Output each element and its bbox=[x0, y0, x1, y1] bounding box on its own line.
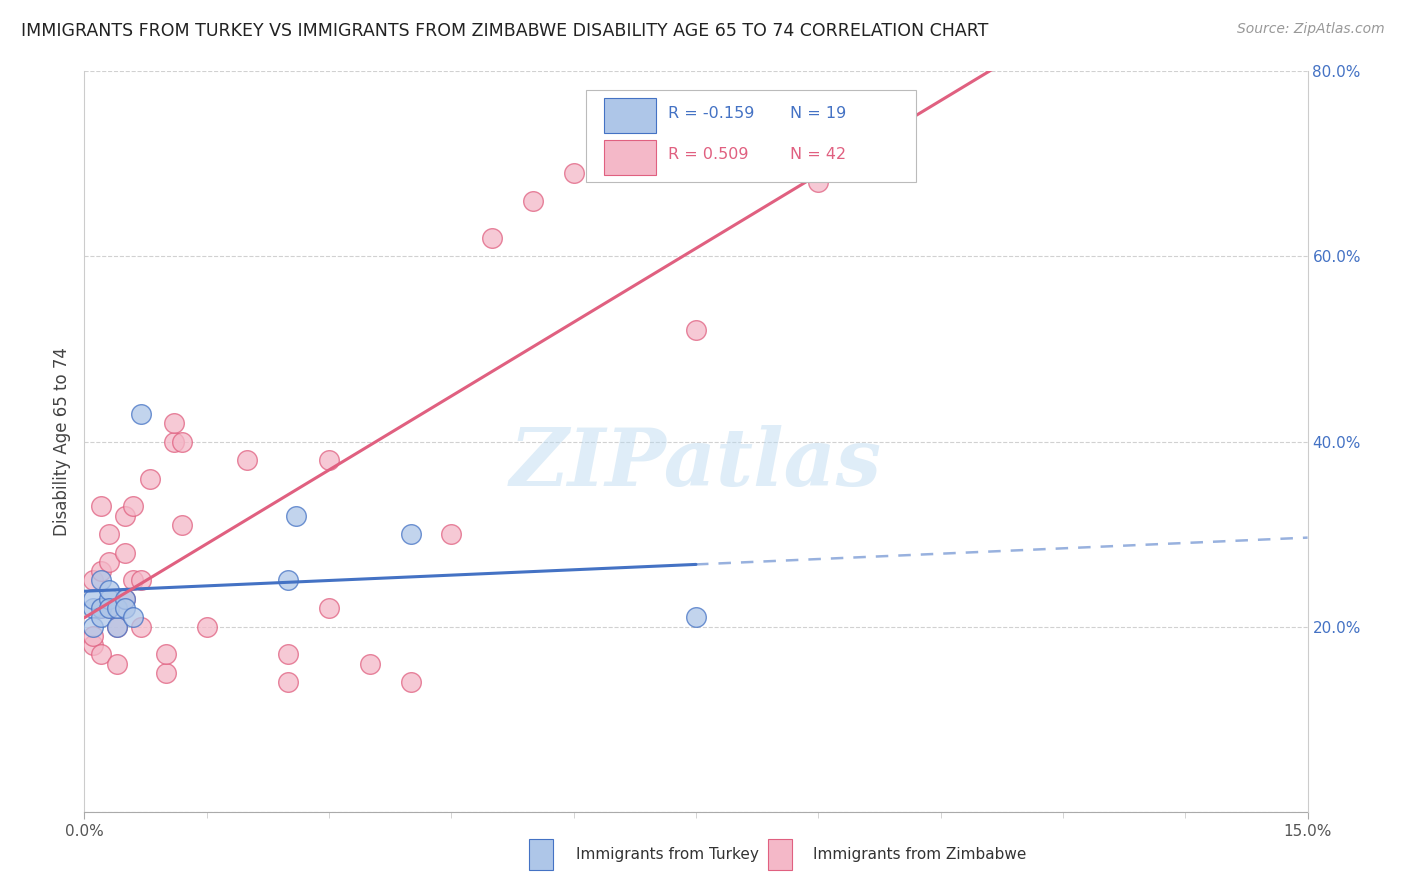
Point bbox=[122, 610, 145, 624]
Point bbox=[138, 472, 160, 486]
Point bbox=[82, 601, 104, 615]
Point bbox=[122, 574, 145, 588]
Point bbox=[603, 157, 626, 171]
Text: IMMIGRANTS FROM TURKEY VS IMMIGRANTS FROM ZIMBABWE DISABILITY AGE 65 TO 74 CORRE: IMMIGRANTS FROM TURKEY VS IMMIGRANTS FRO… bbox=[21, 22, 988, 40]
Point bbox=[82, 638, 104, 652]
Text: N = 19: N = 19 bbox=[790, 105, 846, 120]
Point bbox=[90, 601, 112, 615]
Point bbox=[114, 591, 136, 606]
Point bbox=[105, 657, 128, 671]
Point bbox=[114, 601, 136, 615]
Point bbox=[131, 619, 153, 633]
Point bbox=[277, 574, 299, 588]
Point bbox=[562, 166, 585, 180]
Point bbox=[481, 231, 503, 245]
Point bbox=[105, 619, 128, 633]
Text: Source: ZipAtlas.com: Source: ZipAtlas.com bbox=[1237, 22, 1385, 37]
FancyBboxPatch shape bbox=[605, 98, 655, 134]
Point bbox=[97, 601, 120, 615]
Point bbox=[195, 619, 218, 633]
Point bbox=[105, 619, 128, 633]
Point bbox=[90, 601, 112, 615]
Point bbox=[172, 434, 194, 449]
Point bbox=[522, 194, 544, 208]
Point bbox=[82, 574, 104, 588]
Point bbox=[163, 416, 186, 430]
Text: ZIPatlas: ZIPatlas bbox=[510, 425, 882, 502]
Point bbox=[114, 591, 136, 606]
Point bbox=[399, 527, 422, 541]
Point bbox=[172, 517, 194, 532]
Point bbox=[90, 648, 112, 662]
Point bbox=[766, 111, 789, 125]
Point bbox=[277, 648, 299, 662]
Point bbox=[163, 434, 186, 449]
Point bbox=[97, 555, 120, 569]
Point bbox=[131, 407, 153, 421]
Y-axis label: Disability Age 65 to 74: Disability Age 65 to 74 bbox=[53, 347, 72, 536]
Point bbox=[155, 648, 177, 662]
Text: N = 42: N = 42 bbox=[790, 147, 846, 162]
FancyBboxPatch shape bbox=[605, 139, 655, 175]
Point bbox=[97, 601, 120, 615]
Text: R = 0.509: R = 0.509 bbox=[668, 147, 748, 162]
Point bbox=[131, 574, 153, 588]
Point bbox=[105, 601, 128, 615]
Point bbox=[285, 508, 308, 523]
FancyBboxPatch shape bbox=[586, 90, 917, 183]
Point bbox=[685, 610, 707, 624]
Point bbox=[97, 527, 120, 541]
Point bbox=[90, 564, 112, 578]
Point bbox=[90, 500, 112, 514]
Point bbox=[155, 665, 177, 680]
Text: R = -0.159: R = -0.159 bbox=[668, 105, 754, 120]
Point bbox=[277, 675, 299, 690]
Point bbox=[807, 175, 830, 190]
Point bbox=[82, 591, 104, 606]
Point bbox=[440, 527, 463, 541]
Point bbox=[399, 675, 422, 690]
Text: Immigrants from Zimbabwe: Immigrants from Zimbabwe bbox=[813, 847, 1026, 862]
Point bbox=[97, 582, 120, 597]
Point bbox=[685, 324, 707, 338]
Point bbox=[90, 610, 112, 624]
Point bbox=[90, 574, 112, 588]
Point bbox=[82, 629, 104, 643]
Point bbox=[318, 601, 340, 615]
Point bbox=[122, 500, 145, 514]
Point bbox=[114, 545, 136, 560]
Point bbox=[114, 508, 136, 523]
Point bbox=[236, 453, 259, 467]
Point bbox=[97, 591, 120, 606]
Text: Immigrants from Turkey: Immigrants from Turkey bbox=[576, 847, 759, 862]
Point bbox=[82, 619, 104, 633]
Point bbox=[318, 453, 340, 467]
Point bbox=[359, 657, 381, 671]
